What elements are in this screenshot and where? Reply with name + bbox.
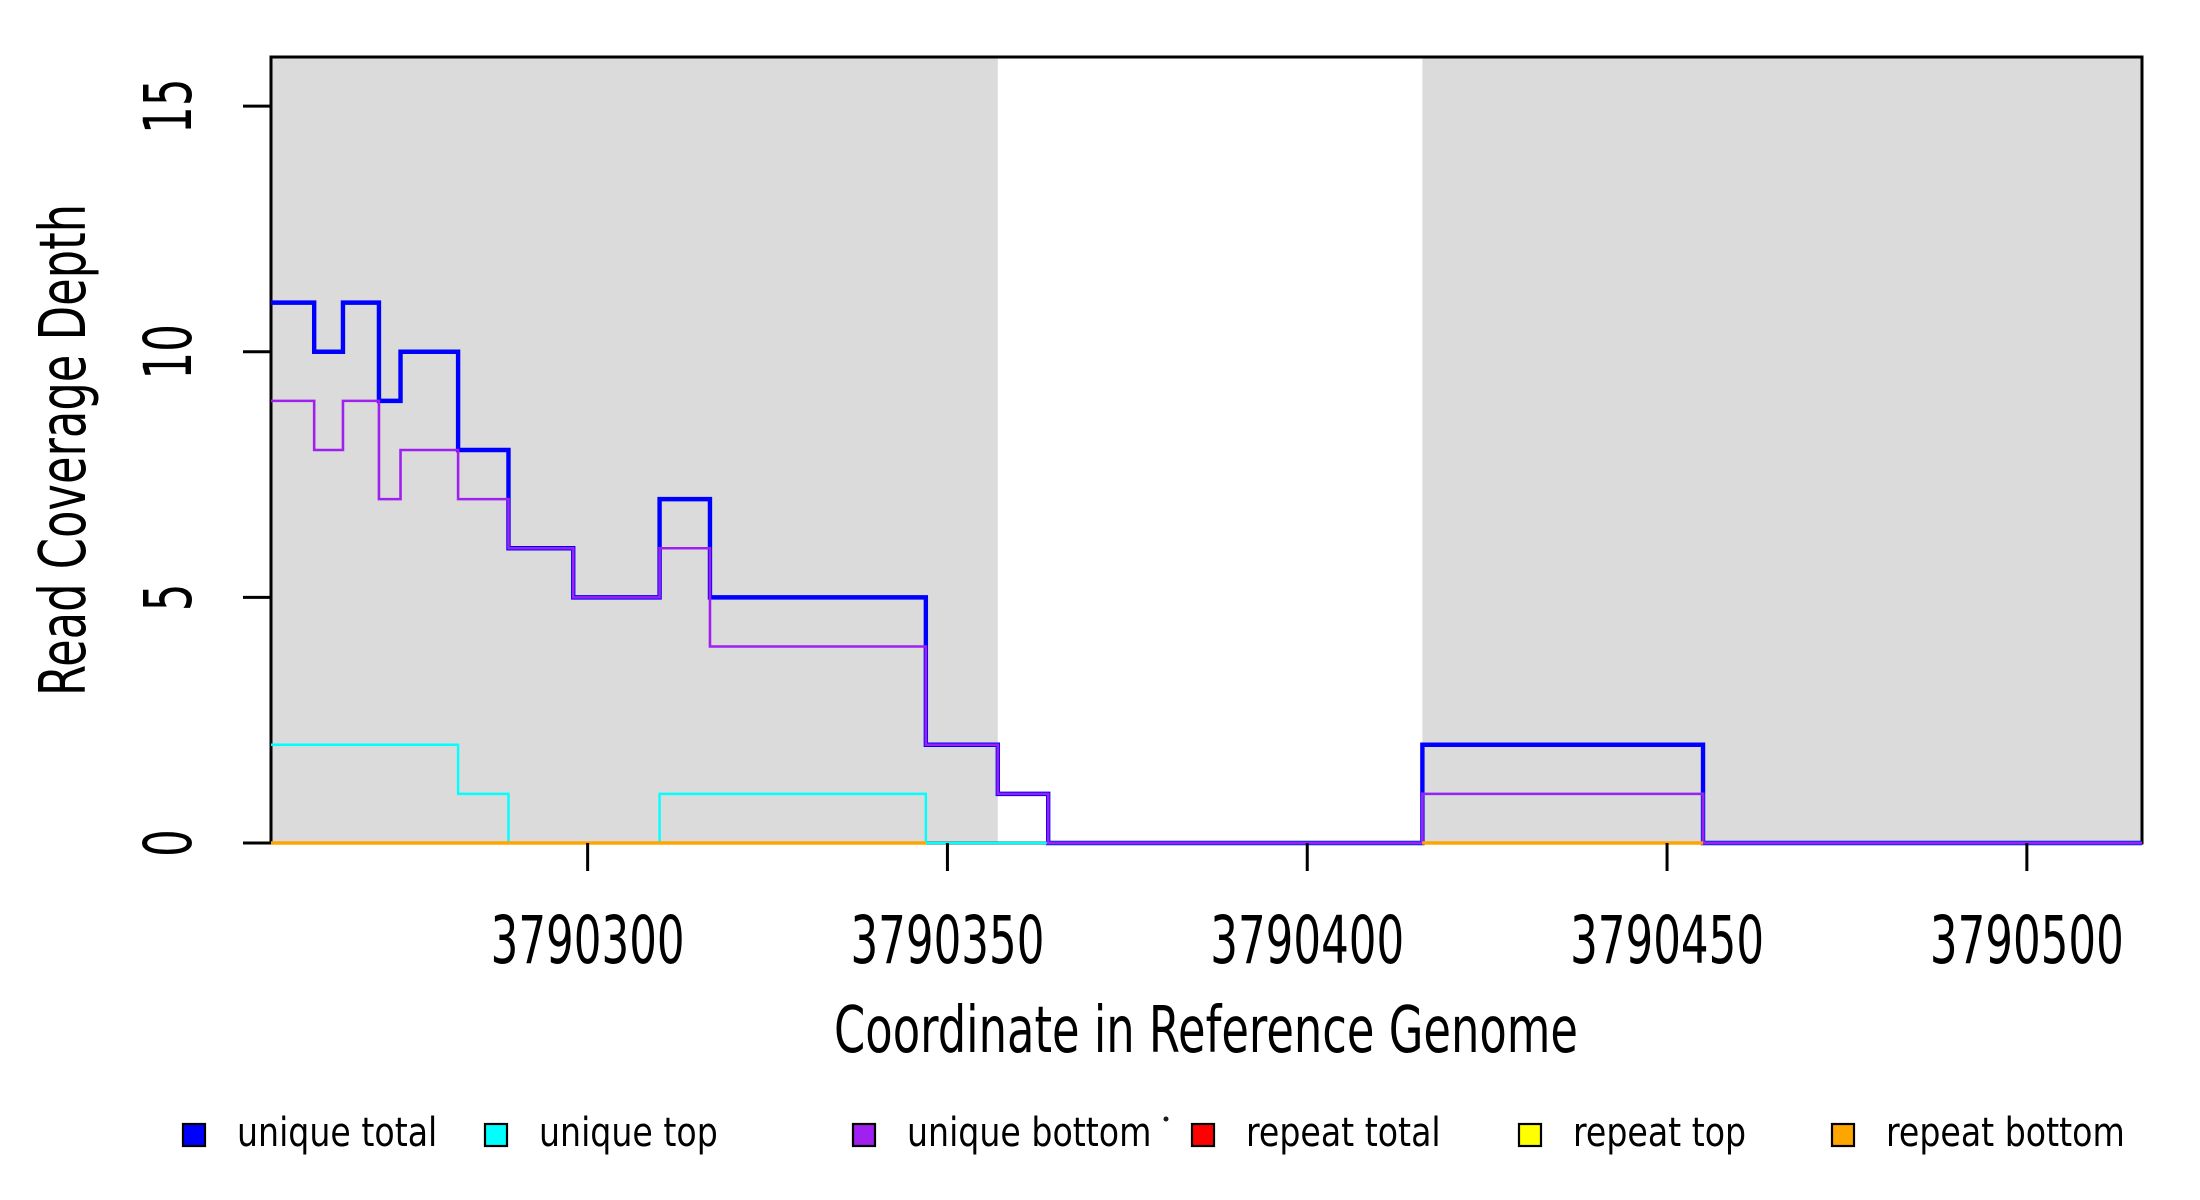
repeat-region-2-shade (1422, 57, 2142, 843)
legend-swatch-unique-top (483, 1122, 509, 1148)
x-tick-label: 3790400 (1210, 903, 1404, 980)
y-tick-label: 0 (131, 829, 208, 857)
legend: unique total unique top unique bottom repea… (181, 1109, 2125, 1156)
legend-label-unique-total: unique total (237, 1109, 437, 1156)
legend-label-unique-top: unique top (539, 1109, 718, 1156)
x-tick-label: 3790350 (850, 903, 1044, 980)
legend-stray-dot (1163, 1116, 1169, 1122)
repeat-region-shading (271, 57, 2142, 843)
x-tick-label: 3790450 (1570, 903, 1764, 980)
x-tick-label: 3790300 (491, 903, 685, 980)
legend-label-repeat-top: repeat top (1573, 1109, 1746, 1156)
y-axis: 0 5 10 15 (131, 78, 271, 857)
x-axis-title: Coordinate in Reference Genome (834, 994, 1578, 1068)
y-axis-title: Read Coverage Depth (27, 204, 101, 696)
legend-swatch-repeat-total (1190, 1122, 1216, 1148)
legend-label-repeat-bottom: repeat bottom (1886, 1109, 2125, 1156)
series-unique-bottom-line (271, 399, 2142, 845)
legend-swatch-unique-total (181, 1122, 207, 1148)
y-tick-label: 10 (131, 324, 208, 379)
y-tick-label: 15 (131, 78, 208, 133)
legend-label-unique-bottom: unique bottom (907, 1109, 1151, 1156)
y-tick-label: 5 (131, 584, 208, 612)
coverage-series (271, 300, 2142, 846)
repeat-region-1-shade (271, 57, 998, 843)
legend-swatch-unique-bottom (851, 1122, 877, 1148)
legend-swatch-repeat-bottom (1830, 1122, 1856, 1148)
legend-swatch-repeat-top (1517, 1122, 1543, 1148)
legend-label-repeat-total: repeat total (1246, 1109, 1441, 1156)
x-tick-label: 3790500 (1930, 903, 2124, 980)
x-axis: 3790300 3790350 3790400 3790450 3790500 (491, 843, 2124, 980)
